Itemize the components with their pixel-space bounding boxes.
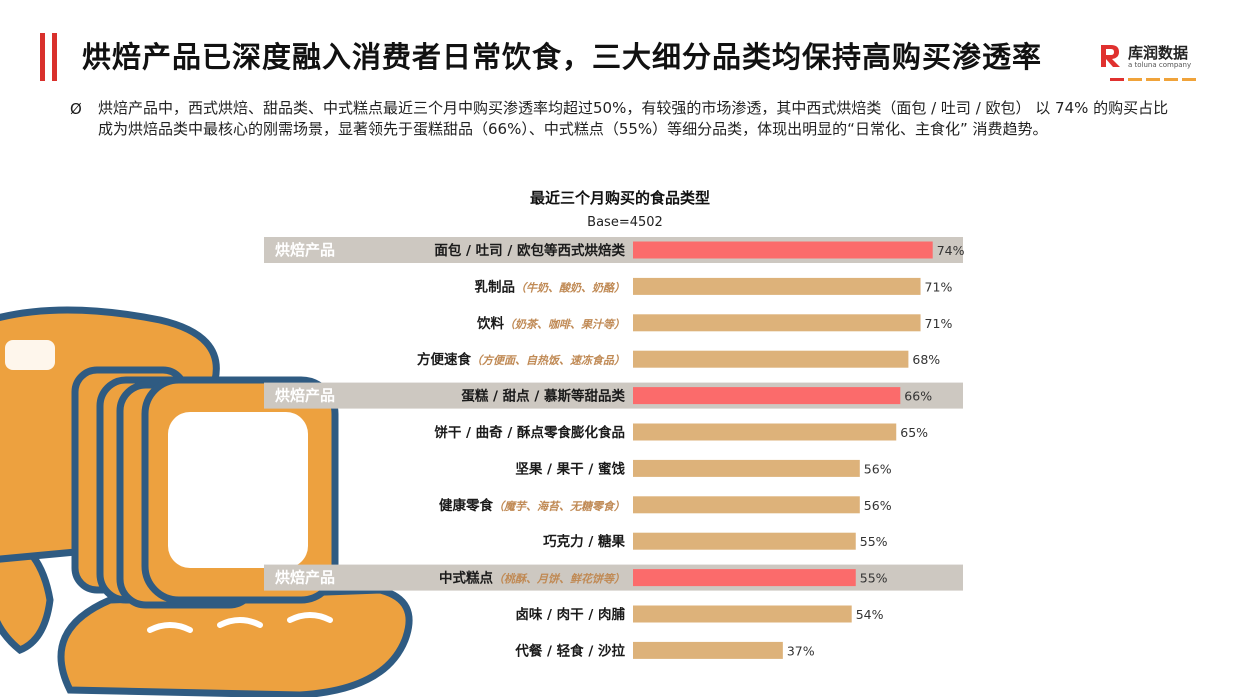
category-label: 中式糕点（桃酥、月饼、鲜花饼等）	[439, 570, 625, 587]
value-label: 55%	[860, 571, 888, 586]
highlight-tag: 烘焙产品	[275, 569, 335, 587]
logo-name: 库润数据	[1128, 44, 1189, 62]
chart-base-note: Base=4502	[587, 215, 663, 230]
logo-dash-3	[1146, 78, 1160, 81]
logo-dash-4	[1164, 78, 1178, 81]
category-note: （桃酥、月饼、鲜花饼等）	[493, 573, 625, 586]
highlight-tag: 烘焙产品	[275, 387, 335, 405]
logo-dash-5	[1182, 78, 1196, 81]
bar	[633, 496, 860, 514]
bar	[633, 350, 909, 368]
logo-mark-icon	[1101, 45, 1120, 67]
logo-dash-1	[1110, 78, 1124, 81]
bar	[633, 314, 921, 332]
page-title: 烘焙产品已深度融入消费者日常饮食，三大细分品类均保持高购买渗透率	[82, 40, 1043, 74]
category-note: （牛奶、酸奶、奶酪）	[515, 281, 625, 294]
bar	[633, 459, 860, 477]
value-label: 54%	[856, 607, 884, 622]
category-label: 乳制品（牛奶、酸奶、奶酪）	[475, 278, 626, 295]
category-note: （方便面、自热饭、速冻食品）	[471, 354, 625, 367]
category-label: 坚果 / 果干 / 蜜饯	[515, 460, 625, 477]
value-label: 55%	[860, 534, 888, 549]
value-label: 56%	[864, 498, 892, 513]
bar	[633, 277, 921, 295]
category-note: （奶茶、咖啡、果汁等）	[504, 318, 625, 331]
category-label: 蛋糕 / 甜点 / 慕斯等甜品类	[461, 388, 625, 405]
bar	[633, 423, 897, 441]
title-accent-bar-left	[40, 33, 45, 81]
category-label: 卤味 / 肉干 / 肉脯	[515, 606, 625, 623]
summary-text: 烘焙产品中，西式烘焙、甜品类、中式糕点最近三个月中购买渗透率均超过50%，有较强…	[98, 99, 1169, 138]
bar	[633, 605, 852, 623]
category-label: 健康零食（魔芋、海苔、无糖零食）	[439, 497, 625, 514]
value-label: 74%	[937, 243, 965, 258]
bar	[633, 569, 856, 587]
value-label: 37%	[787, 643, 815, 658]
title-accent-bar-right	[52, 33, 57, 81]
value-label: 66%	[904, 389, 932, 404]
category-label: 方便速食（方便面、自热饭、速冻食品）	[417, 351, 625, 368]
value-label: 71%	[925, 316, 953, 331]
category-label: 代餐 / 轻食 / 沙拉	[514, 642, 625, 659]
chart-title: 最近三个月购买的食品类型	[529, 189, 710, 207]
value-label: 56%	[864, 461, 892, 476]
summary-bullet: Ø	[70, 100, 82, 118]
value-label: 65%	[900, 425, 928, 440]
category-label: 面包 / 吐司 / 欧包等西式烘焙类	[434, 242, 625, 259]
logo-subtitle: a toluna company	[1128, 61, 1192, 69]
value-label: 71%	[925, 279, 953, 294]
value-label: 68%	[912, 352, 940, 367]
bar	[633, 387, 901, 405]
category-note: （魔芋、海苔、无糖零食）	[493, 500, 625, 513]
bar	[633, 532, 856, 550]
bread-illustration	[0, 306, 413, 697]
category-label: 饮料（奶茶、咖啡、果汁等）	[476, 315, 625, 332]
logo-dash-2	[1128, 78, 1142, 81]
brand-logo: 库润数据 a toluna company	[1098, 40, 1198, 84]
category-label: 饼干 / 曲奇 / 酥点零食膨化食品	[434, 424, 625, 441]
bar	[633, 241, 933, 259]
bar	[633, 641, 783, 659]
category-label: 巧克力 / 糖果	[543, 533, 625, 550]
highlight-tag: 烘焙产品	[275, 241, 335, 259]
